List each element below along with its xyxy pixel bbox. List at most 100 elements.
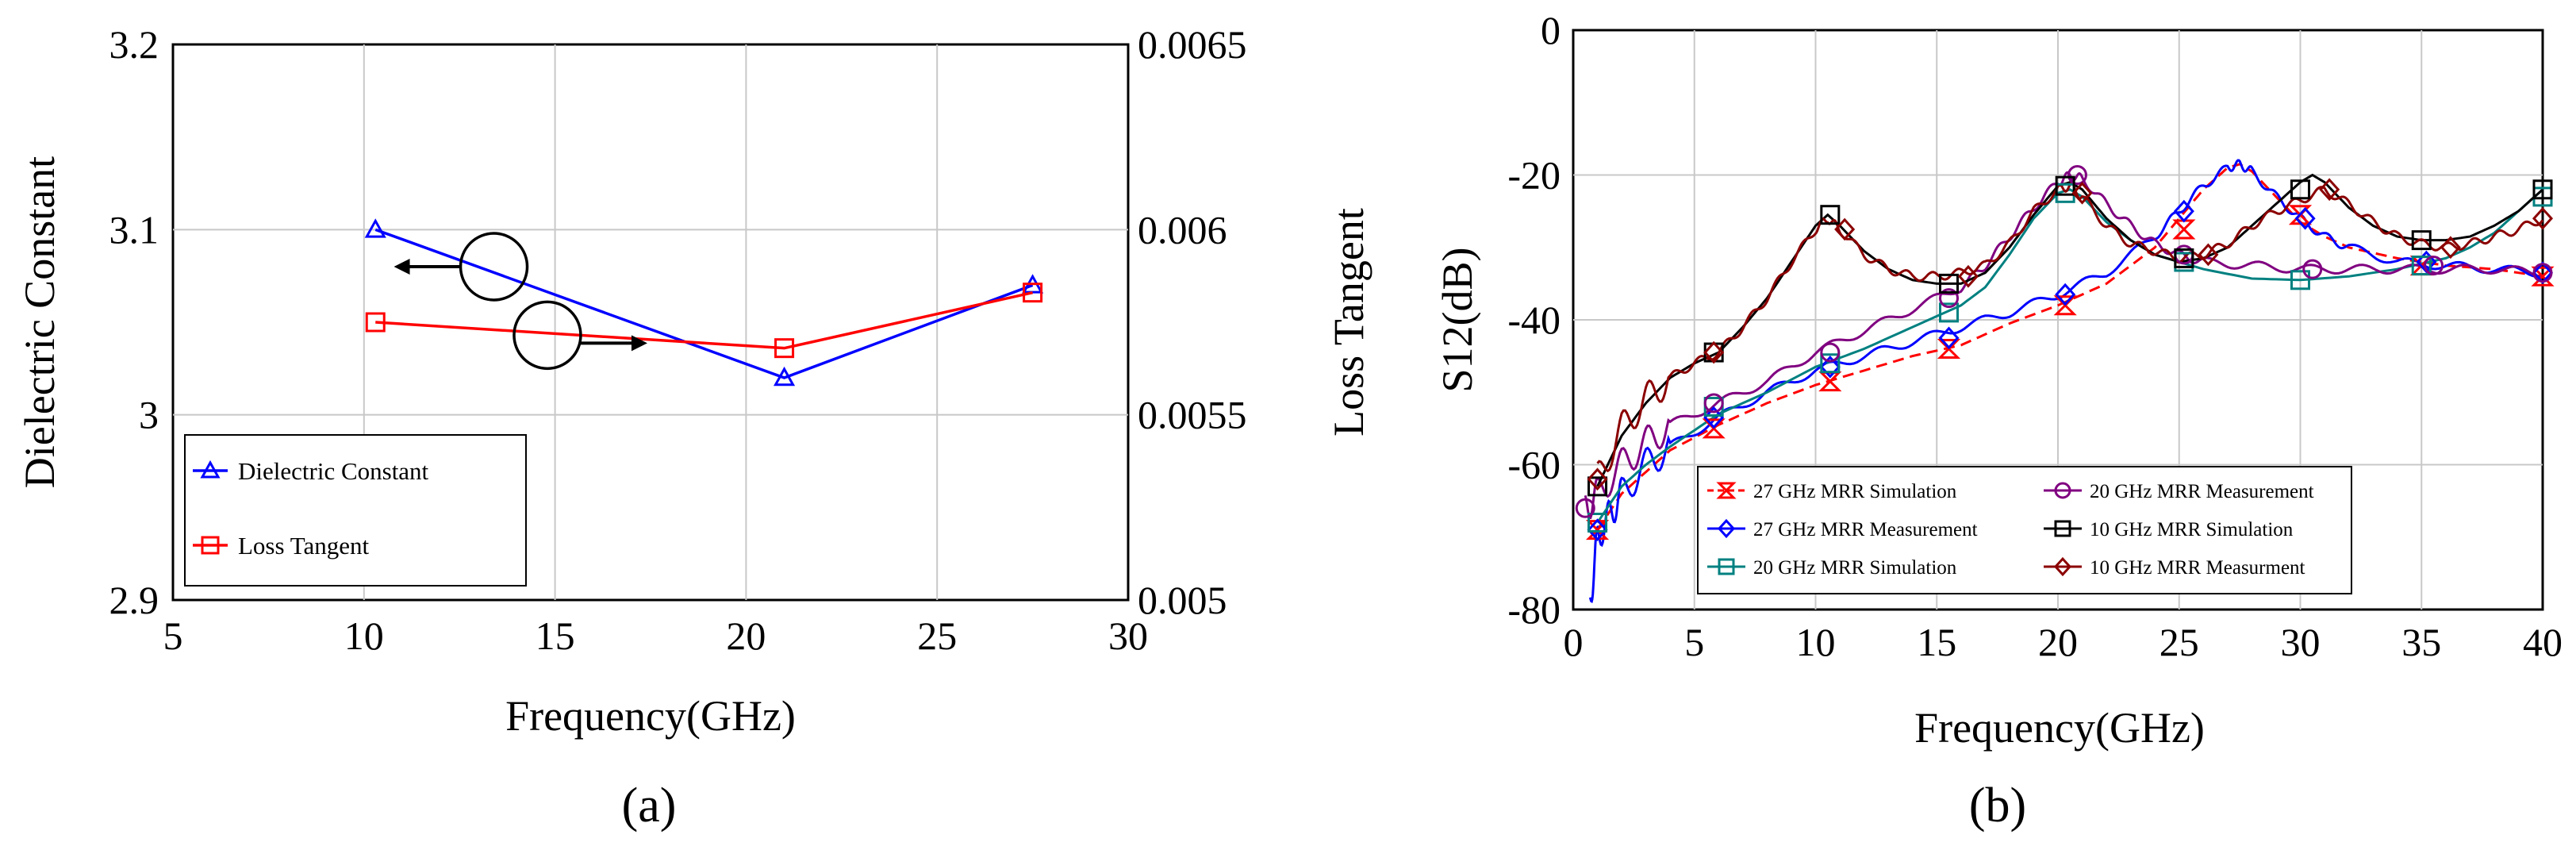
series-line-4 <box>1596 173 2544 487</box>
data-point <box>1587 467 1608 491</box>
data-point <box>1820 205 1841 225</box>
data-point <box>1820 342 1841 363</box>
x-tick-label: 0 <box>1564 620 1584 664</box>
data-point <box>1702 418 1726 439</box>
series-line-dielectric <box>374 228 1034 379</box>
data-point <box>2198 243 2219 267</box>
chart-a: 5 10 15 20 25 30 2.933.13.2 0.0050.00550.0060… <box>16 22 1372 833</box>
chart-b-y-ticks: 0 -20 -40 -60 -80 <box>1507 8 1561 632</box>
chart-a-y2-axis-label: Loss Tangent <box>1325 208 1372 437</box>
data-point <box>364 218 386 238</box>
data-point <box>2532 206 2554 230</box>
data-point <box>1703 340 1725 364</box>
data-point <box>2424 256 2444 276</box>
data-point <box>1819 355 1841 379</box>
legend-marker <box>1718 558 1735 575</box>
chart-b: 0 5 10 15 20 25 30 35 40 0 -20 -40 -60 -80 Frequency… <box>1434 8 2563 833</box>
y-tick-label: 2.9 <box>109 578 159 622</box>
legend-marker <box>2054 520 2071 537</box>
x-tick-label: 30 <box>2281 620 2321 664</box>
chart-a-x-axis-label: Frequency(GHz) <box>505 692 796 740</box>
data-point <box>2071 181 2093 205</box>
y-tick-label: -40 <box>1507 298 1561 342</box>
data-point <box>1939 288 1960 309</box>
data-point <box>2411 230 2432 251</box>
y-tick-label: -80 <box>1507 587 1561 632</box>
data-point <box>2411 256 2432 276</box>
data-point <box>1820 353 1841 374</box>
chart-a-legend-entry-loss: Loss Tangent <box>193 532 370 560</box>
x-tick-label: 30 <box>1108 613 1148 658</box>
data-point <box>1834 217 1856 241</box>
series-line-1 <box>1588 159 2543 603</box>
chart-b-legend-entry: 10 GHz MRR Simulation <box>2044 519 2294 540</box>
chart-b-series <box>1575 159 2555 603</box>
data-point <box>1703 393 1724 413</box>
chart-b-legend-label: 20 GHz MRR Measurement <box>2090 481 2314 502</box>
data-point <box>2055 175 2075 196</box>
x-tick-label: 5 <box>163 613 183 658</box>
chart-b-y-axis-label: S12(dB) <box>1434 247 1481 392</box>
chart-a-plot-area <box>171 43 1130 602</box>
chart-b-legend: 27 GHz MRR Simulation 20 GHz MRR Measurem… <box>1697 466 2352 594</box>
data-point <box>2290 270 2310 290</box>
arrow-head <box>394 259 410 275</box>
x-tick-label: 5 <box>1684 620 1704 664</box>
data-point <box>2055 283 2076 306</box>
y2-tick-label: 0.0065 <box>1138 22 1247 67</box>
legend-marker <box>200 460 221 479</box>
chart-b-legend-label: 10 GHz MRR Measurment <box>2090 557 2305 579</box>
chart-b-legend-entry: 27 GHz MRR Measurement <box>1707 518 1978 540</box>
data-point <box>1937 339 1961 359</box>
chart-b-legend-label: 27 GHz MRR Simulation <box>1753 481 1957 502</box>
chart-b-legend-label: 20 GHz MRR Simulation <box>1753 557 1957 579</box>
data-point <box>1587 518 1608 541</box>
legend-marker <box>2053 556 2072 577</box>
data-point <box>2174 248 2194 268</box>
data-point <box>774 366 796 387</box>
chart-b-legend-entry: 20 GHz MRR Measurement <box>2044 481 2314 502</box>
data-point <box>365 312 386 333</box>
chart-a-series <box>364 218 1044 387</box>
data-point <box>1939 302 1960 323</box>
y2-tick-label: 0.0055 <box>1138 393 1247 437</box>
data-point <box>2319 178 2340 202</box>
data-point <box>1939 273 1960 294</box>
y-tick-label: 3 <box>139 393 159 437</box>
chart-b-legend-label: 10 GHz MRR Simulation <box>2090 519 2294 540</box>
x-tick-label: 20 <box>2038 620 2078 664</box>
chart-a-x-ticks: 5 10 15 20 25 30 <box>163 613 1149 658</box>
data-point <box>2173 199 2194 223</box>
chart-a-legend-label: Dielectric Constant <box>238 457 429 485</box>
data-point <box>1957 264 1979 288</box>
x-tick-label: 35 <box>2401 620 2441 664</box>
legend-marker <box>2054 482 2071 499</box>
x-tick-label: 20 <box>726 613 766 658</box>
x-tick-label: 10 <box>344 613 384 658</box>
series-line-5 <box>1596 182 2544 473</box>
chart-a-panel-label: (a) <box>622 779 677 833</box>
chart-b-x-axis-label: Frequency(GHz) <box>1914 704 2205 752</box>
chart-a-legend-label: Loss Tangent <box>238 532 370 560</box>
data-point <box>2053 295 2077 316</box>
y-tick-label: 3.2 <box>109 22 159 67</box>
chart-b-grid <box>1573 30 2543 610</box>
data-point <box>1938 326 1960 350</box>
data-point <box>774 338 795 359</box>
legend-marker <box>1716 482 1737 499</box>
y-tick-label: 0 <box>1541 8 1561 52</box>
data-point <box>2172 219 2196 240</box>
data-point <box>2532 263 2553 283</box>
legend-marker <box>201 536 220 555</box>
data-point <box>2290 179 2310 200</box>
series-line-0 <box>1596 163 2543 531</box>
chart-b-legend-box <box>1697 466 2352 594</box>
x-tick-label: 25 <box>917 613 957 658</box>
data-point <box>1575 498 1595 518</box>
x-tick-label: 40 <box>2523 620 2563 664</box>
data-point <box>2440 236 2461 260</box>
chart-a-legend: Dielectric Constant Loss Tangent <box>184 434 527 587</box>
chart-b-legend-entries: 27 GHz MRR Simulation 20 GHz MRR Measurem… <box>1707 481 2314 579</box>
chart-a-legend-box <box>184 434 527 587</box>
x-tick-label: 15 <box>1917 620 1956 664</box>
